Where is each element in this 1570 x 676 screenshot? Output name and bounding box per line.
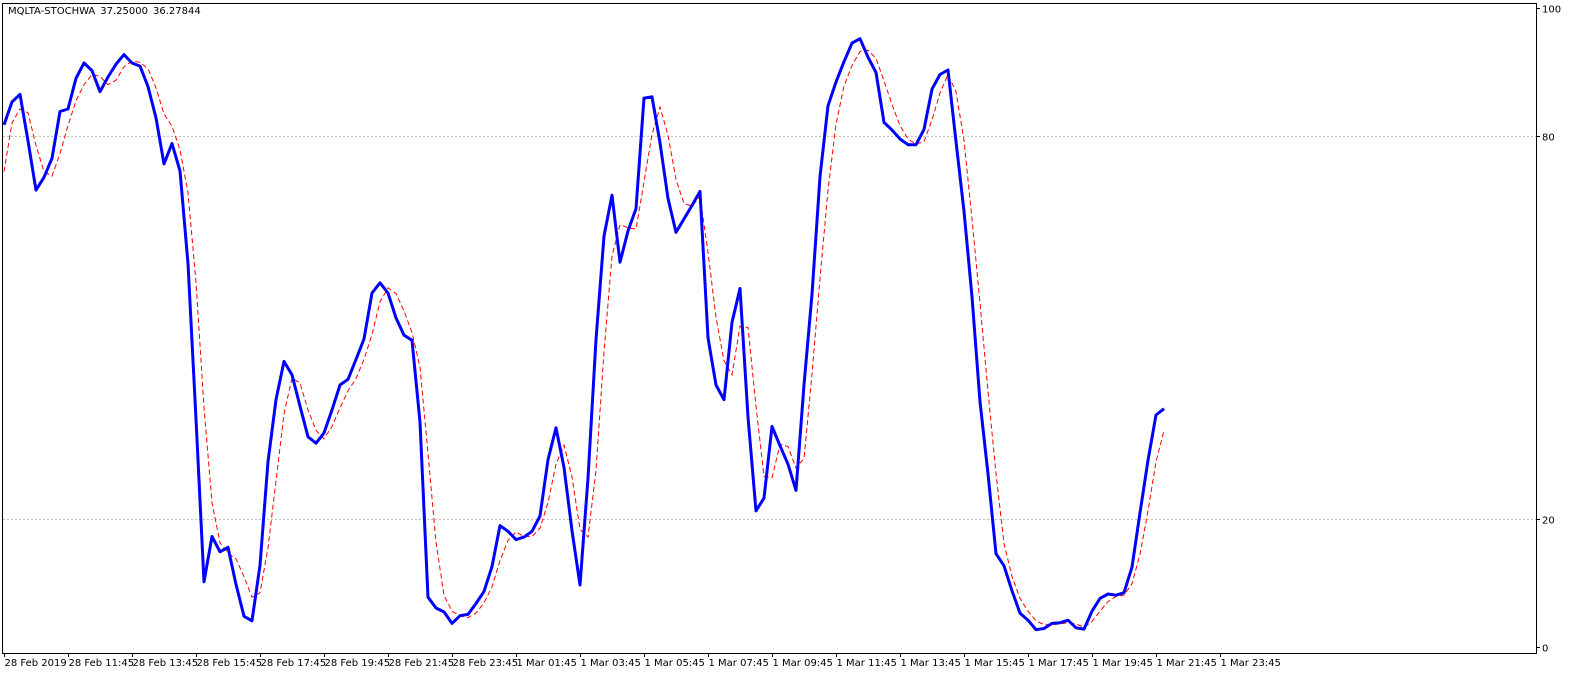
x-tick-label: 1 Mar 19:45: [1093, 658, 1153, 669]
x-tick-label: 1 Mar 13:45: [901, 658, 961, 669]
x-tick-label: 28 Feb 11:45: [69, 658, 135, 669]
indicator-value-signal: 36.27844: [152, 6, 201, 17]
indicator-name: MQLTA-STOCHWA: [8, 6, 96, 17]
x-tick-label: 28 Feb 13:45: [133, 658, 199, 669]
x-tick-label: 1 Mar 07:45: [709, 658, 769, 669]
x-tick-label: 1 Mar 11:45: [837, 658, 897, 669]
x-tick-label: 1 Mar 05:45: [645, 658, 705, 669]
x-tick-label: 28 Feb 21:45: [389, 658, 455, 669]
x-tick-label: 28 Feb 23:45: [453, 658, 519, 669]
x-tick-label: 1 Mar 01:45: [517, 658, 577, 669]
main-line-series: [2, 37, 1165, 632]
x-tick-label: 28 Feb 19:45: [325, 658, 391, 669]
x-tick-label: 1 Mar 03:45: [581, 658, 641, 669]
x-tick-label: 1 Mar 09:45: [773, 658, 833, 669]
x-tick-label: 1 Mar 23:45: [1221, 658, 1281, 669]
x-tick-label: 1 Mar 17:45: [1029, 658, 1089, 669]
y-tick-label: 100: [1542, 5, 1561, 16]
x-tick-label: 28 Feb 17:45: [261, 658, 327, 669]
x-tick-label: 1 Mar 15:45: [965, 658, 1025, 669]
indicator-value-main: 37.25000: [100, 6, 148, 17]
y-tick-label: 80: [1542, 133, 1555, 144]
x-tick-label: 28 Feb 15:45: [197, 658, 263, 669]
x-tick-label: 28 Feb 2019: [5, 658, 67, 669]
y-tick-label: 20: [1542, 516, 1555, 527]
x-tick-label: 1 Mar 21:45: [1157, 658, 1217, 669]
indicator-title: MQLTA-STOCHWA 37.25000 36.27844: [8, 6, 206, 17]
plot-frame: [2, 3, 1537, 654]
y-tick-label: 0: [1542, 644, 1548, 655]
